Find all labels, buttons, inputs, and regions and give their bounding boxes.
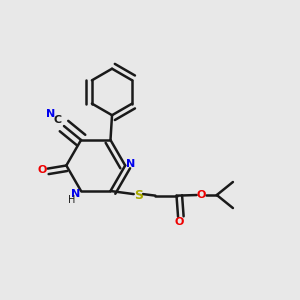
Text: C: C: [53, 116, 61, 125]
Text: N: N: [46, 109, 56, 119]
Text: N: N: [71, 189, 80, 199]
Text: S: S: [134, 188, 143, 202]
Text: O: O: [38, 164, 47, 175]
Text: N: N: [126, 159, 135, 169]
Text: O: O: [197, 190, 206, 200]
Text: O: O: [174, 217, 184, 227]
Text: H: H: [68, 195, 75, 205]
